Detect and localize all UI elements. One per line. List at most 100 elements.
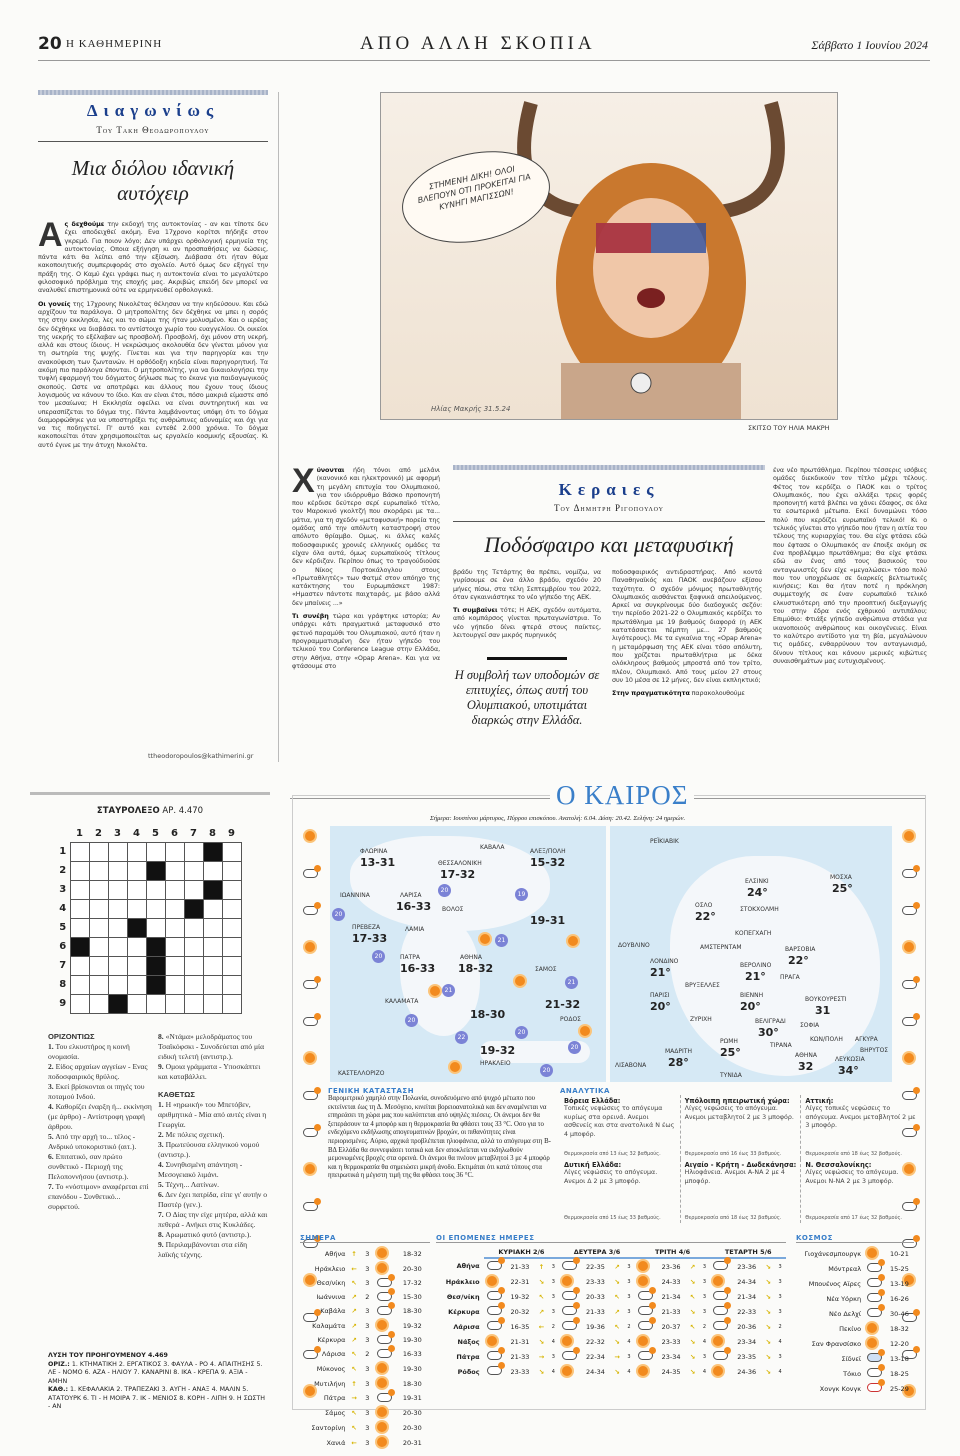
crossword-cell[interactable] — [183, 879, 204, 900]
crossword-cell[interactable] — [202, 993, 223, 1014]
crossword-cell[interactable] — [88, 936, 109, 957]
crossword-cell[interactable] — [221, 860, 242, 881]
partly-cloudy-icon — [713, 1287, 732, 1300]
crossword-cell[interactable] — [107, 860, 128, 881]
crossword-cell[interactable] — [164, 879, 185, 900]
partly-cloudy-icon — [377, 1330, 396, 1344]
sun-icon — [377, 1436, 388, 1447]
partly-cloudy-icon — [562, 1317, 581, 1330]
crossword-cell[interactable] — [183, 993, 204, 1014]
crossword-cell[interactable] — [221, 993, 242, 1014]
crossword-cell[interactable] — [145, 841, 166, 862]
crossword-cell[interactable] — [221, 974, 242, 995]
crossword-cell[interactable] — [126, 898, 147, 919]
crossword-cell[interactable] — [69, 898, 90, 919]
crossword-cell[interactable] — [145, 917, 166, 938]
wind-force: 3 — [551, 1263, 555, 1270]
crossword-cell[interactable] — [164, 955, 185, 976]
crossword-cell[interactable] — [126, 936, 147, 957]
crossword-cell[interactable] — [202, 974, 223, 995]
crossword-cell[interactable] — [202, 917, 223, 938]
map-city-label: ΒΗΡΥΤΟΣ — [860, 1047, 889, 1054]
crossword-cell[interactable] — [69, 860, 90, 881]
crossword-cell[interactable] — [145, 993, 166, 1014]
crossword-cell[interactable] — [88, 955, 109, 976]
region-temp: Θερμοκρασία από 13 έως 32 βαθμούς. — [564, 1151, 661, 1157]
legend-partly-cloudy-icon — [901, 1198, 920, 1211]
crossword-cell[interactable] — [164, 898, 185, 919]
crossword-cell[interactable] — [88, 917, 109, 938]
wind-arrow-icon: ↘ — [765, 1307, 771, 1316]
crossword-cell[interactable] — [69, 879, 90, 900]
crossword-cell[interactable] — [88, 879, 109, 900]
crossword-cell[interactable] — [164, 974, 185, 995]
crossword-cell[interactable] — [69, 974, 90, 995]
region-name: Ν. Θεσσαλονίκης: — [805, 1161, 872, 1169]
crossword-cell[interactable] — [202, 936, 223, 957]
temperature: 22-31 — [510, 1277, 530, 1286]
crossword-cell[interactable] — [145, 879, 166, 900]
crossword-cell[interactable] — [126, 879, 147, 900]
crossword-cell[interactable] — [221, 879, 242, 900]
crossword-cell[interactable] — [221, 955, 242, 976]
crossword-cell[interactable] — [183, 917, 204, 938]
crossword-cell[interactable] — [183, 860, 204, 881]
crossword-cell[interactable] — [107, 879, 128, 900]
temperature: 16-26 — [889, 1294, 909, 1303]
crossword-cell[interactable] — [107, 936, 128, 957]
wind-arrow-icon: ↗ — [689, 1262, 696, 1271]
rain-icon — [867, 1349, 886, 1362]
wind-arrow-icon: ↖ — [689, 1292, 696, 1301]
crossword-cell[interactable] — [88, 860, 109, 881]
crossword-cell[interactable] — [126, 993, 147, 1014]
crossword-cell[interactable] — [164, 936, 185, 957]
crossword-cell[interactable] — [69, 993, 90, 1014]
temperature: 13-19 — [889, 1279, 909, 1288]
crossword-cell[interactable] — [164, 993, 185, 1014]
crossword-cell[interactable] — [183, 955, 204, 976]
author-email[interactable]: ttheodoropoulos@kathimerini.gr — [148, 752, 254, 760]
map-city-label: ΛΑΜΙΑ — [405, 926, 425, 933]
crossword-cell[interactable] — [107, 955, 128, 976]
crossword-cell[interactable] — [88, 993, 109, 1014]
city: Καλαμάτα — [312, 1321, 346, 1330]
crossword-cell[interactable] — [69, 917, 90, 938]
crossword-cell[interactable] — [88, 841, 109, 862]
city: Ρόδος — [457, 1367, 480, 1376]
crossword-cell[interactable] — [221, 917, 242, 938]
crossword-cell[interactable] — [183, 974, 204, 995]
table-row: Θεσ/νίκη 19-32 ↖ 3 20-33 ↖ 3 21-34 ↖ 3 21-34 ↘ 3 — [436, 1287, 786, 1304]
crossword-cell[interactable] — [202, 955, 223, 976]
crossword-cell[interactable] — [202, 898, 223, 919]
crossword-cell[interactable] — [107, 898, 128, 919]
crossword-cell[interactable] — [88, 974, 109, 995]
crossword-cell[interactable] — [164, 860, 185, 881]
crossword-cell[interactable] — [88, 898, 109, 919]
crossword-cell[interactable] — [107, 917, 128, 938]
crossword-number: ΑΡ. 4.470 — [162, 806, 204, 816]
map-temperature: 15-32 — [530, 856, 566, 869]
crossword-cell[interactable] — [164, 917, 185, 938]
crossword-cell[interactable] — [221, 936, 242, 957]
table-row: Κέρκυρα ↗ 3 19-30 — [300, 1330, 430, 1347]
crossword-cell[interactable] — [221, 841, 242, 862]
crossword-cell[interactable] — [69, 841, 90, 862]
crossword-cell[interactable] — [107, 841, 128, 862]
crossword-cell[interactable] — [126, 841, 147, 862]
crossword-cell[interactable] — [145, 898, 166, 919]
crossword-cell[interactable] — [183, 936, 204, 957]
crossword-cell[interactable] — [126, 860, 147, 881]
crossword-cell[interactable] — [183, 841, 204, 862]
crossword-cell[interactable] — [202, 860, 223, 881]
crossword-cell[interactable] — [221, 898, 242, 919]
sea-temperature-badge: 21 — [442, 984, 455, 997]
partly-cloudy-icon — [562, 1257, 581, 1270]
crossword-cell[interactable] — [107, 974, 128, 995]
crossword-cell[interactable] — [164, 841, 185, 862]
crossword-cell[interactable] — [69, 955, 90, 976]
crossword-cell[interactable] — [126, 974, 147, 995]
crossword-cell[interactable] — [126, 955, 147, 976]
across-title: ΟΡΙΖΟΝΤΙΩΣ — [48, 1032, 95, 1041]
